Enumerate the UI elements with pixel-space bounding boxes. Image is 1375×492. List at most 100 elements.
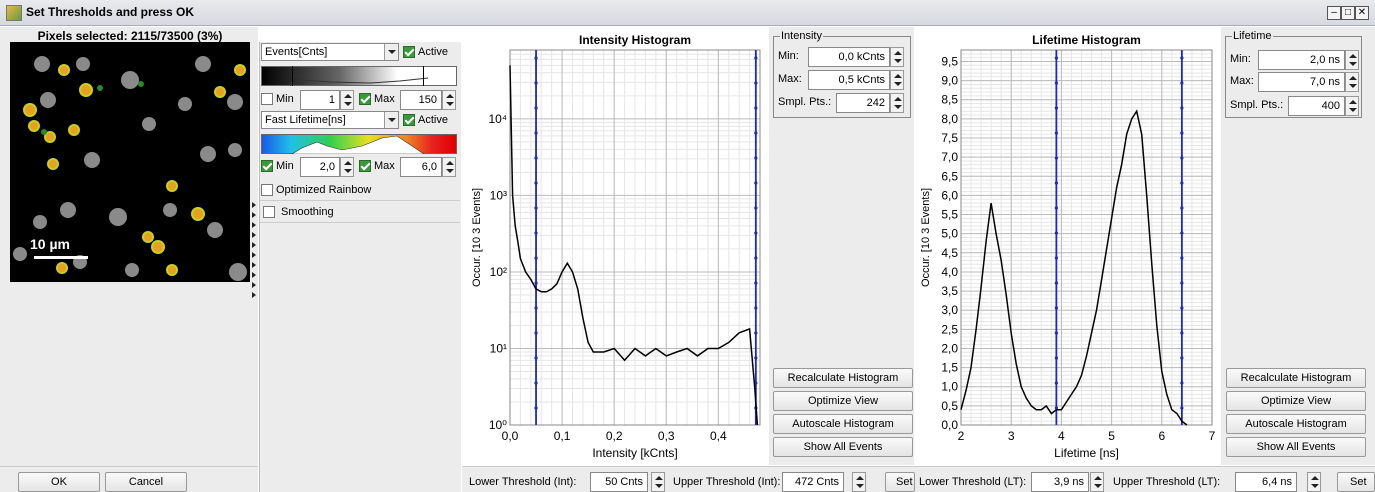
- lifetime-optimize-view-button[interactable]: Optimize View: [1226, 391, 1366, 411]
- minimize-icon[interactable]: –: [1327, 6, 1341, 20]
- threshold-marker: [1180, 331, 1184, 335]
- channel1-active-checkbox[interactable]: [403, 46, 415, 58]
- intensity-group: Intensity: [773, 30, 911, 118]
- channel1-min-label: Min: [276, 93, 294, 105]
- lifetime-group: Lifetime: [1225, 30, 1362, 118]
- lt-upper-threshold-spinner[interactable]: [1307, 472, 1321, 492]
- window-title-bar: Set Thresholds and press OK – □ ✕: [0, 0, 1375, 26]
- threshold-marker: [754, 331, 758, 335]
- channel1-max-checkbox[interactable]: [359, 93, 371, 105]
- intensity-max-label: Max:: [778, 73, 802, 85]
- maximize-icon[interactable]: □: [1341, 6, 1355, 20]
- ok-button[interactable]: OK: [18, 472, 100, 492]
- int-upper-threshold-spinner[interactable]: [852, 472, 866, 492]
- intensity-samples-field[interactable]: 242: [836, 93, 890, 113]
- x-tick-label: 4: [1058, 429, 1065, 443]
- threshold-marker: [1054, 281, 1058, 285]
- intensity-max-field[interactable]: 0,5 kCnts: [808, 70, 890, 90]
- lt-set-button[interactable]: Set: [1337, 472, 1375, 492]
- channel1-max-spinner[interactable]: [442, 90, 456, 110]
- threshold-marker: [1180, 281, 1184, 285]
- y-tick-label: 9,0: [941, 74, 958, 88]
- intensity-min-field[interactable]: 0,0 kCnts: [808, 47, 890, 67]
- lifetime-show-all-button[interactable]: Show All Events: [1226, 437, 1366, 457]
- splitter-arrows[interactable]: [250, 42, 258, 302]
- int-upper-threshold-field[interactable]: 472 Cnts: [782, 472, 844, 492]
- threshold-marker: [534, 306, 538, 310]
- channel1-min-spinner[interactable]: [340, 90, 354, 110]
- lifetime-min-spinner[interactable]: [1345, 50, 1359, 70]
- channel2-combo[interactable]: Fast Lifetime[ns]: [261, 111, 399, 129]
- channel2-active-checkbox[interactable]: [403, 114, 415, 126]
- x-tick-label: 0,0: [502, 429, 519, 443]
- threshold-marker: [1054, 56, 1058, 60]
- lt-lower-threshold-spinner[interactable]: [1090, 472, 1104, 492]
- lifetime-max-field[interactable]: 7,0 ns: [1258, 72, 1345, 92]
- intensity-recalculate-button[interactable]: Recalculate Histogram: [773, 368, 913, 388]
- close-icon[interactable]: ✕: [1355, 6, 1369, 20]
- threshold-marker: [1180, 381, 1184, 385]
- threshold-marker: [534, 356, 538, 360]
- intensity-max-spinner[interactable]: [890, 70, 904, 90]
- channel1-combo[interactable]: Events[Cnts]: [261, 43, 399, 61]
- int-set-button[interactable]: Set: [885, 472, 915, 492]
- pixels-selected-label: Pixels selected: 2115/73500 (3%): [37, 29, 223, 43]
- lifetime-histogram-chart[interactable]: Lifetime Histogram 2 3 4 5 6 7 0,0 0,5 1,0 1,5 2,0 2…: [915, 27, 1220, 465]
- lifetime-samples-field[interactable]: 400: [1288, 96, 1345, 116]
- y-tick-label: 10⁴: [488, 112, 507, 126]
- x-tick-label: 2: [958, 429, 965, 443]
- lt-upper-threshold-field[interactable]: 6,4 ns: [1235, 472, 1297, 492]
- threshold-marker: [1054, 331, 1058, 335]
- intensity-optimize-view-button[interactable]: Optimize View: [773, 391, 913, 411]
- lifetime-min-field[interactable]: 2,0 ns: [1258, 50, 1345, 70]
- lifetime-min-label: Min:: [1230, 53, 1251, 65]
- channel2-max-checkbox[interactable]: [359, 160, 371, 172]
- threshold-marker: [754, 56, 758, 60]
- lt-lower-threshold-field[interactable]: 3,9 ns: [1031, 472, 1089, 492]
- channel1-max-marker[interactable]: [423, 66, 424, 86]
- cancel-button[interactable]: Cancel: [105, 472, 187, 492]
- channel1-min-marker[interactable]: [292, 66, 293, 86]
- lifetime-max-spinner[interactable]: [1345, 72, 1359, 92]
- plot-frame: [960, 49, 1213, 426]
- lifetime-recalculate-button[interactable]: Recalculate Histogram: [1226, 368, 1366, 388]
- channel2-max-spinner[interactable]: [442, 157, 456, 177]
- y-tick-label: 4,0: [941, 265, 958, 279]
- intensity-min-spinner[interactable]: [890, 47, 904, 67]
- smoothing-checkbox[interactable]: [263, 206, 275, 218]
- y-tick-label: 8,5: [941, 93, 958, 107]
- threshold-marker: [1054, 406, 1058, 410]
- int-lower-threshold-field[interactable]: 50 Cnts: [590, 472, 648, 492]
- y-tick-label: 8,0: [941, 112, 958, 126]
- x-tick-label: 0,4: [710, 429, 727, 443]
- channel2-active-label: Active: [418, 114, 448, 126]
- channel2-min-field[interactable]: 2,0: [300, 157, 340, 177]
- threshold-marker: [1054, 356, 1058, 360]
- channel2-min-spinner[interactable]: [340, 157, 354, 177]
- y-tick-label: 2,5: [941, 322, 958, 336]
- channel2-max-field[interactable]: 6,0: [400, 157, 442, 177]
- y-tick-label: 5,5: [941, 208, 958, 222]
- lifetime-samples-spinner[interactable]: [1345, 96, 1359, 116]
- intensity-histogram-chart[interactable]: Intensity Histogram 0,0 0,1 0,2 0,3 0,4 10⁰ 10¹…: [462, 27, 768, 465]
- intensity-samples-spinner[interactable]: [890, 93, 904, 113]
- microscopy-image[interactable]: [10, 42, 250, 282]
- int-upper-threshold-label: Upper Threshold (Int):: [673, 476, 781, 488]
- channel1-min-checkbox[interactable]: [261, 93, 273, 105]
- channel1-max-field[interactable]: 150: [400, 90, 442, 110]
- channel2-mini-histogram: [292, 135, 424, 154]
- channel2-min-checkbox[interactable]: [261, 160, 273, 172]
- threshold-marker: [534, 231, 538, 235]
- optimized-rainbow-checkbox[interactable]: [261, 184, 273, 196]
- x-tick-label: 5: [1108, 429, 1115, 443]
- intensity-autoscale-button[interactable]: Autoscale Histogram: [773, 414, 913, 434]
- threshold-marker: [534, 131, 538, 135]
- x-tick-label: 6: [1158, 429, 1165, 443]
- channel1-min-field[interactable]: 1: [300, 90, 340, 110]
- lt-lower-threshold-label: Lower Threshold (LT):: [919, 476, 1027, 488]
- intensity-show-all-button[interactable]: Show All Events: [773, 437, 913, 457]
- threshold-marker: [534, 56, 538, 60]
- int-lower-threshold-spinner[interactable]: [651, 472, 665, 492]
- divider: [260, 222, 460, 223]
- lifetime-autoscale-button[interactable]: Autoscale Histogram: [1226, 414, 1366, 434]
